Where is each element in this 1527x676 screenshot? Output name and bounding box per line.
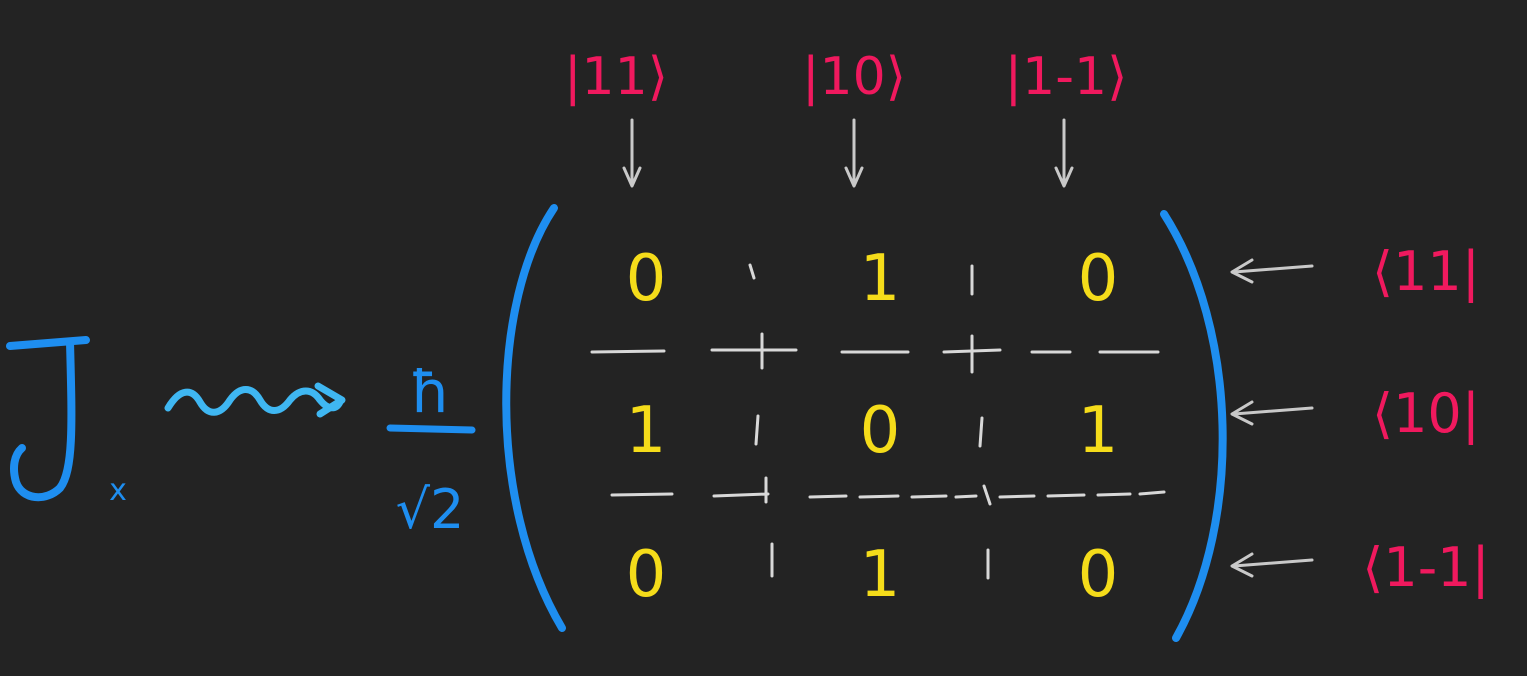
arrow-down-icon <box>1054 118 1074 188</box>
row-label-2: ⟨1-1| <box>1362 536 1489 599</box>
row-label-0: ⟨11| <box>1372 240 1480 303</box>
column-label-1: |10⟩ <box>802 47 906 107</box>
column-labels: |11⟩ |10⟩ |1-1⟩ <box>564 47 1127 107</box>
fraction-bar <box>386 424 476 434</box>
column-label-0: |11⟩ <box>564 47 668 107</box>
row-arrows <box>1230 258 1314 578</box>
matrix-gridlines <box>590 263 1166 580</box>
prefactor-denominator: √2 <box>396 478 465 541</box>
prefactor-fraction: ħ √2 <box>386 358 476 541</box>
matrix-entry-0-1: 1 <box>860 242 901 316</box>
arrow-left-icon <box>1230 552 1314 578</box>
matrix-entry-2-0: 0 <box>626 538 667 612</box>
matrix-entries: 0 1 0 1 0 1 0 1 0 <box>626 242 1119 612</box>
column-arrows <box>622 118 1074 188</box>
operator-subscript: x <box>109 473 127 508</box>
matrix-entry-0-2: 0 <box>1078 242 1119 316</box>
squiggly-arrow-icon <box>164 382 346 418</box>
operator-j-glyph <box>6 336 90 501</box>
left-paren <box>502 204 566 632</box>
matrix-entry-1-0: 1 <box>626 394 667 468</box>
arrow-down-icon <box>844 118 864 188</box>
arrow-down-icon <box>622 118 642 188</box>
matrix-entry-2-1: 1 <box>860 538 901 612</box>
operator-jx: x <box>6 336 127 508</box>
prefactor-numerator: ħ <box>410 358 450 426</box>
matrix-entry-2-2: 0 <box>1078 538 1119 612</box>
row-labels: ⟨11| ⟨10| ⟨1-1| <box>1362 240 1489 599</box>
matrix-entry-1-1: 0 <box>860 394 901 468</box>
arrow-left-icon <box>1230 258 1314 284</box>
arrow-left-icon <box>1230 400 1314 426</box>
row-label-1: ⟨10| <box>1372 382 1480 445</box>
matrix-entry-1-2: 1 <box>1078 394 1119 468</box>
column-label-2: |1-1⟩ <box>1005 47 1128 107</box>
matrix-entry-0-0: 0 <box>626 242 667 316</box>
right-paren <box>1160 210 1227 642</box>
